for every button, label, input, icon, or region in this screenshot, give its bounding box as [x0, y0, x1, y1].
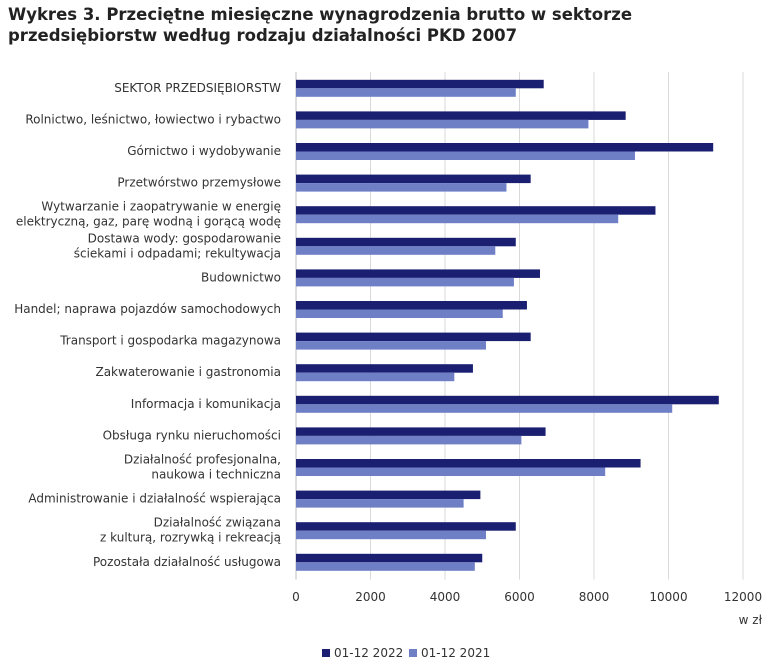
category-label: Przetwórstwo przemysłowe [117, 176, 281, 190]
category-label: Budownictwo [201, 270, 281, 284]
bar-2021 [296, 183, 507, 192]
x-tick-label: 8000 [579, 590, 610, 604]
category-label: Działalność związana [154, 516, 281, 530]
bar-2022 [296, 111, 626, 120]
bar-2021 [296, 530, 486, 540]
category-label: Informacja i komunikacja [131, 397, 281, 411]
bar-2021 [296, 404, 673, 413]
bars [296, 79, 719, 571]
x-tick-label: 10000 [649, 590, 687, 604]
x-axis-ticks: 0 2000 4000 6000 8000 10000 12000 [292, 590, 762, 604]
bar-2021 [296, 277, 514, 287]
category-label: Dostawa wody: gospodarowanie [88, 231, 281, 245]
category-label: Rolnictwo, leśnictwo, łowiectwo i rybact… [25, 112, 281, 126]
bar-2021 [296, 499, 464, 508]
bar-2021 [296, 151, 635, 160]
category-label: ściekami i odpadami; rekultywacja [74, 246, 281, 260]
category-labels: SEKTOR PRZEDSIĘBIORSTW Rolnictwo, leśnict… [14, 81, 281, 569]
bar-2022 [296, 459, 641, 468]
bar-2022 [296, 143, 714, 152]
category-label: Działalność profesjonalna, [124, 453, 281, 467]
unit-label: w zł [739, 613, 763, 627]
bar-2022 [296, 553, 483, 563]
legend-label-2022: 01-12 2022 [334, 646, 403, 660]
legend-swatch-2022 [322, 649, 330, 657]
bar-2021 [296, 246, 496, 255]
bar-2022 [296, 79, 544, 89]
x-tick-label: 2000 [355, 590, 386, 604]
bar-2021 [296, 372, 455, 382]
bar-2022 [296, 301, 527, 310]
bar-2021 [296, 88, 516, 97]
bar-2022 [296, 427, 546, 436]
bar-2021 [296, 562, 475, 571]
legend-swatch-2021 [409, 649, 417, 657]
bar-2022 [296, 206, 656, 215]
x-tick-label: 0 [292, 590, 300, 604]
bar-2022 [296, 395, 719, 405]
legend-label-2021: 01-12 2021 [421, 646, 490, 660]
bar-2021 [296, 309, 503, 318]
category-label: elektryczną, gaz, parę wodną i gorącą wo… [16, 215, 281, 229]
bar-2021 [296, 119, 589, 129]
bar-2022 [296, 174, 531, 184]
category-label: Administrowanie i działalność wspierając… [28, 492, 281, 506]
x-tick-label: 4000 [430, 590, 461, 604]
bar-2022 [296, 522, 516, 531]
bar-2022 [296, 237, 516, 247]
bar-2022 [296, 332, 531, 342]
category-label: Pozostała działalność usługowa [93, 555, 281, 569]
bar-2022 [296, 269, 540, 278]
bar-2022 [296, 490, 481, 500]
bar-2022 [296, 364, 473, 373]
category-label: Zakwaterowanie i gastronomia [95, 365, 281, 379]
bar-2021 [296, 341, 486, 350]
bar-2021 [296, 435, 522, 445]
bar-2021 [296, 467, 606, 476]
category-label: Obsługa rynku nieruchomości [103, 428, 281, 442]
chart-title: Wykres 3. Przeciętne miesięczne wynagrod… [8, 5, 633, 45]
legend: 01-12 2022 01-12 2021 [322, 646, 490, 660]
category-label: Handel; naprawa pojazdów samochodowych [14, 302, 281, 316]
x-tick-label: 6000 [504, 590, 535, 604]
category-label: naukowa i techniczna [151, 468, 281, 482]
bar-2021 [296, 214, 619, 224]
category-label: Transport i gospodarka magazynowa [59, 334, 281, 348]
category-label: Wytwarzanie i zaopatrywanie w energię [41, 200, 281, 214]
x-tick-label: 12000 [724, 590, 762, 604]
category-label: Górnictwo i wydobywanie [127, 144, 281, 158]
category-label: z kulturą, rozrywką i rekreacją [100, 531, 281, 545]
category-label: SEKTOR PRZEDSIĘBIORSTW [114, 81, 281, 95]
